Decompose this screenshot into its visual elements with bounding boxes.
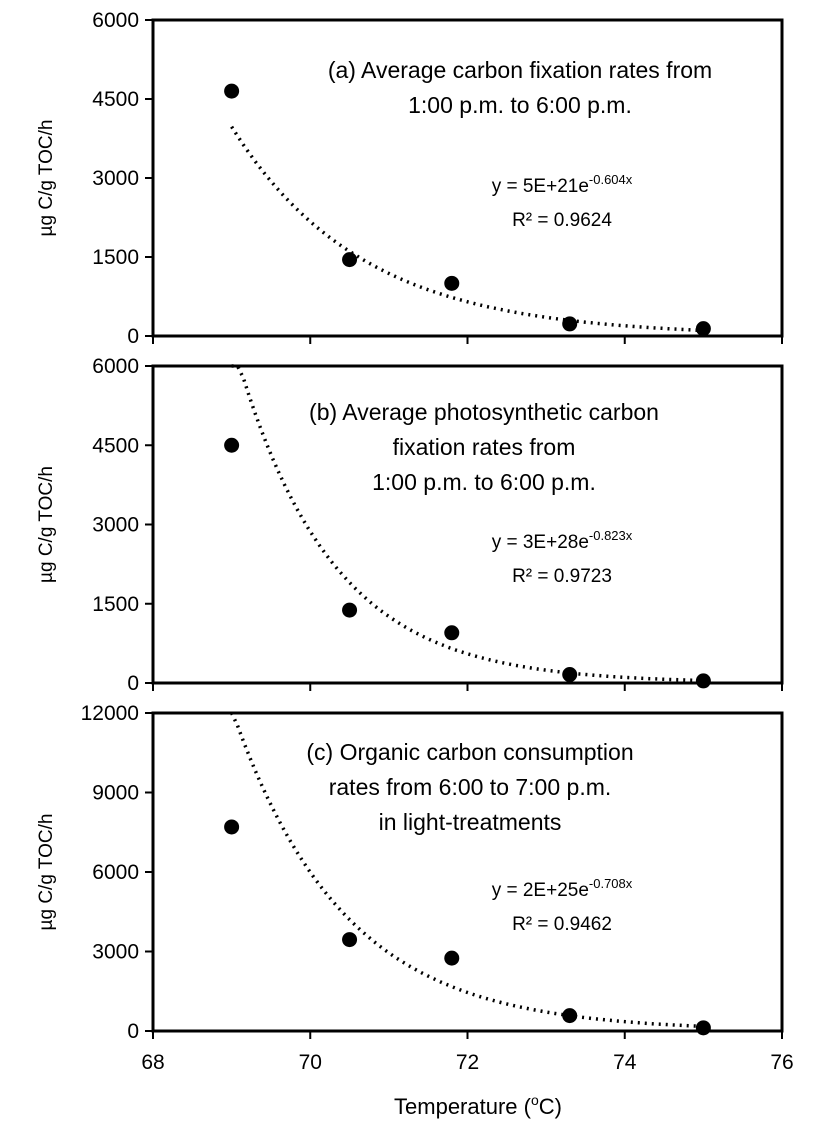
panel-title-c-line-3: in light-treatments <box>379 809 562 835</box>
y-tick-label-b-0: 0 <box>127 672 139 695</box>
x-tick-label-c-4: 76 <box>770 1051 793 1074</box>
trendline-a <box>230 125 704 333</box>
x-tick-label-c-0: 68 <box>141 1051 164 1074</box>
chart-panel-c: 0 3000 6000 9000 12000 68 70 72 74 76 µg C/g TOC/h… <box>36 702 794 1074</box>
data-point-b-0 <box>224 437 240 453</box>
y-tick-label-b-3: 4500 <box>92 434 139 457</box>
data-point-c-2 <box>444 950 460 966</box>
trend-equation-c: y = 2E+25e-0.708x <box>492 876 633 901</box>
y-tick-label-c-4: 12000 <box>81 702 139 725</box>
r-squared-a: R² = 0.9624 <box>512 210 612 231</box>
y-axis-label-b: µg C/g TOC/h <box>36 466 57 583</box>
trend-equation-a: y = 5E+21e-0.604x <box>492 172 633 197</box>
chart-panel-b: 0 1500 3000 4500 6000 µg C/g TOC/h (b) Average… <box>36 355 784 695</box>
y-tick-label-c-0: 0 <box>127 1020 139 1043</box>
x-tick-label-c-3: 74 <box>613 1051 637 1074</box>
panel-title-a-line-1: (a) Average carbon fixation rates from <box>328 57 712 83</box>
r-squared-c: R² = 0.9462 <box>512 914 612 935</box>
data-point-a-2 <box>444 275 460 291</box>
y-tick-label-a-2: 3000 <box>92 167 139 190</box>
data-point-c-0 <box>224 819 240 835</box>
y-axis-label-a: µg C/g TOC/h <box>36 120 57 237</box>
x-tick-label-c-1: 70 <box>299 1051 322 1074</box>
y-tick-label-c-2: 6000 <box>92 861 139 884</box>
panel-title-c-line-2: rates from 6:00 to 7:00 p.m. <box>329 774 612 800</box>
x-tick-label-c-2: 72 <box>456 1051 479 1074</box>
y-tick-label-a-0: 0 <box>127 325 139 348</box>
data-point-a-1 <box>342 252 358 268</box>
data-point-c-4 <box>695 1020 711 1036</box>
y-axis-label-c: µg C/g TOC/h <box>36 814 57 931</box>
panel-title-a-line-2: 1:00 p.m. to 6:00 p.m. <box>408 92 632 118</box>
y-tick-label-b-2: 3000 <box>92 514 139 537</box>
trend-equation-b: y = 3E+28e-0.823x <box>492 528 633 553</box>
trendline-c <box>230 712 704 1029</box>
x-axis-label: Temperature (oC) <box>394 1092 562 1119</box>
y-tick-label-c-3: 9000 <box>92 782 139 805</box>
chart-panel-a: 0 1500 3000 4500 6000 µg C/g TOC/h (a) Average… <box>36 9 784 348</box>
y-tick-label-b-1: 1500 <box>92 593 139 616</box>
y-tick-label-a-4: 6000 <box>92 9 139 32</box>
data-point-b-3 <box>562 667 578 683</box>
y-tick-label-c-1: 3000 <box>92 941 139 964</box>
y-tick-label-b-4: 6000 <box>92 355 139 378</box>
panel-title-b-line-3: 1:00 p.m. to 6:00 p.m. <box>372 469 596 495</box>
panel-title-b-line-2: fixation rates from <box>393 434 576 460</box>
y-tick-label-a-1: 1500 <box>92 246 139 269</box>
data-point-b-2 <box>444 625 460 641</box>
data-point-b-4 <box>695 673 711 689</box>
data-point-c-1 <box>342 932 358 948</box>
data-point-a-3 <box>562 316 578 332</box>
y-tick-label-a-3: 4500 <box>92 88 139 111</box>
panel-title-b-line-1: (b) Average photosynthetic carbon <box>309 399 659 425</box>
data-point-c-3 <box>562 1008 578 1024</box>
data-point-a-4 <box>695 321 711 337</box>
data-point-a-0 <box>224 83 240 99</box>
panel-title-c-line-1: (c) Organic carbon consumption <box>306 739 633 765</box>
data-point-b-1 <box>342 602 358 618</box>
r-squared-b: R² = 0.9723 <box>512 566 612 587</box>
